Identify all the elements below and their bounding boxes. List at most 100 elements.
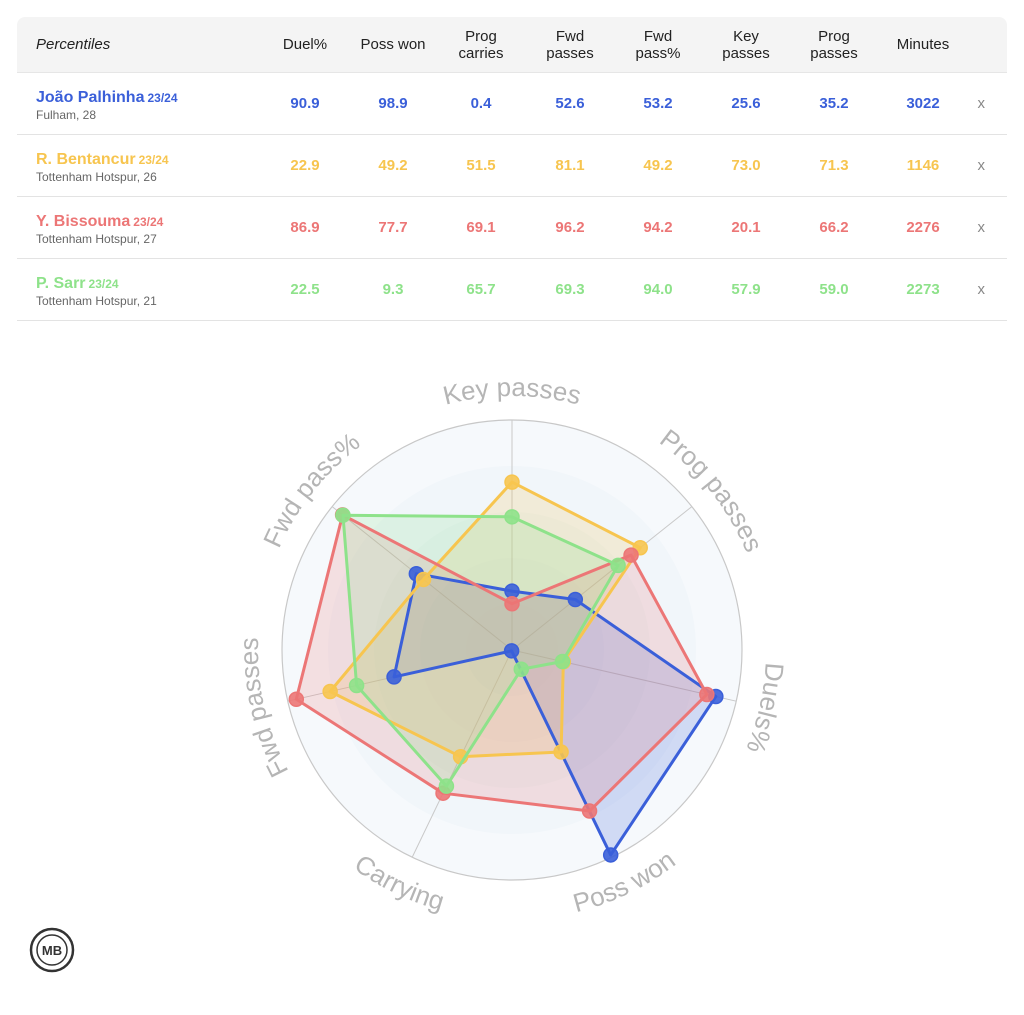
player-name[interactable]: P. Sarr (36, 275, 86, 292)
player-season: 23/24 (88, 277, 119, 291)
table-row: P. Sarr 23/24 Tottenham Hotspur, 21 22.5 9.3… (17, 259, 1007, 321)
data-point (503, 643, 520, 659)
table-row: Y. Bissouma 23/24 Tottenham Hotspur, 27 86.… (17, 197, 1007, 259)
remove-player-button[interactable]: x (977, 281, 986, 298)
stat-cell: 2273 (906, 281, 940, 298)
player-season: 23/24 (147, 91, 178, 105)
stat-cell: 1146 (906, 157, 940, 174)
stat-cell: 2276 (906, 219, 940, 236)
table-header: Percentiles Duel% Poss won Prog carries Fwd p… (17, 17, 1007, 73)
remove-player-button[interactable]: x (977, 219, 986, 236)
data-point (348, 677, 365, 694)
table-row: R. Bentancur 23/24 Tottenham Hotspur, 26 22… (17, 135, 1007, 197)
column-header[interactable]: Fwd pass% (635, 27, 681, 62)
data-point (386, 669, 402, 685)
player-season: 23/24 (138, 153, 169, 167)
column-header[interactable]: Prog carries (458, 27, 504, 62)
percentiles-header: Percentiles (36, 36, 111, 53)
data-point (438, 778, 455, 794)
stat-cell: 98.9 (378, 95, 408, 112)
stat-cell: 65.7 (466, 281, 496, 298)
stat-cell: 59.0 (819, 281, 849, 298)
column-header[interactable]: Poss won (360, 36, 426, 53)
column-header[interactable]: Duel% (282, 36, 328, 53)
stat-cell: 3022 (906, 95, 940, 112)
stat-cell: 53.2 (643, 95, 673, 112)
data-point (504, 474, 520, 490)
data-point (513, 661, 530, 678)
stat-cell: 69.3 (555, 281, 585, 298)
stat-cell: 49.2 (643, 157, 673, 174)
stat-cell: 57.9 (731, 281, 761, 298)
series-area (394, 573, 716, 855)
brand-logo: MB (29, 927, 75, 973)
axis-label: Duels% (740, 662, 789, 758)
column-header[interactable]: Key passes (722, 27, 770, 62)
stat-cell: 96.2 (555, 219, 585, 236)
stat-cell: 52.6 (555, 95, 585, 112)
data-point (623, 547, 639, 563)
column-header[interactable]: Prog passes (810, 27, 858, 62)
player-name[interactable]: João Palhinha (36, 89, 145, 106)
data-point (610, 557, 626, 574)
player-info: P. Sarr 23/24 Tottenham Hotspur, 21 (36, 275, 157, 308)
series-line (294, 513, 709, 813)
series-area (342, 515, 619, 787)
data-point (415, 571, 432, 588)
stat-cell: 49.2 (378, 157, 408, 174)
data-point (288, 691, 305, 707)
player-club: Tottenham Hotspur, 27 (36, 232, 157, 246)
data-point (554, 653, 571, 670)
stat-cell: 25.6 (731, 95, 761, 112)
data-point (581, 803, 598, 819)
radar-chart: Key passes Prog passes Duels% Poss won Carry… (0, 360, 1024, 940)
stat-cell: 81.1 (555, 157, 585, 174)
player-season: 23/24 (133, 215, 164, 229)
axis-label: Key passes (440, 372, 584, 411)
radar-spoke (511, 649, 737, 702)
data-point (504, 509, 520, 525)
player-club: Tottenham Hotspur, 21 (36, 294, 157, 308)
data-point (553, 744, 569, 760)
data-point (602, 847, 619, 863)
stat-cell: 0.4 (470, 95, 492, 112)
column-header[interactable]: Minutes (896, 36, 950, 53)
player-club: Fulham, 28 (36, 108, 97, 122)
stat-cell: 69.1 (466, 219, 496, 236)
stat-cell: 86.9 (290, 219, 320, 236)
stat-cell: 66.2 (819, 219, 849, 236)
logo-text: MB (42, 943, 62, 958)
radar-spoke (511, 506, 693, 651)
stat-cell: 9.3 (382, 281, 404, 298)
stat-cell: 71.3 (819, 157, 849, 174)
remove-player-button[interactable]: x (977, 95, 986, 112)
stat-cell: 90.9 (290, 95, 320, 112)
series-line (341, 513, 620, 788)
stat-cell: 22.5 (290, 281, 320, 298)
player-info: Y. Bissouma 23/24 Tottenham Hotspur, 27 (36, 213, 163, 246)
data-point (504, 596, 520, 612)
remove-player-button[interactable]: x (977, 157, 986, 174)
series-area (330, 482, 641, 757)
player-name[interactable]: Y. Bissouma (36, 213, 131, 230)
column-header[interactable]: Fwd passes (546, 27, 594, 62)
data-point (322, 683, 338, 700)
data-point (567, 591, 584, 608)
stat-cell: 77.7 (378, 219, 408, 236)
player-name[interactable]: R. Bentancur (36, 151, 136, 168)
table-body: João Palhinha 23/24 Fulham, 28 90.9 98.9 0.4 5… (17, 73, 1007, 321)
percentile-table: Percentiles Duel% Poss won Prog carries Fwd p… (17, 17, 1007, 321)
stat-cell: 94.2 (643, 219, 673, 236)
player-info: João Palhinha 23/24 Fulham, 28 (36, 89, 178, 122)
player-club: Tottenham Hotspur, 26 (36, 170, 157, 184)
stat-cell: 20.1 (731, 219, 761, 236)
stat-cell: 94.0 (643, 281, 673, 298)
stat-cell: 35.2 (819, 95, 849, 112)
data-point (699, 686, 715, 703)
stat-cell: 22.9 (290, 157, 320, 174)
player-info: R. Bentancur 23/24 Tottenham Hotspur, 26 (36, 151, 169, 184)
stat-cell: 73.0 (731, 157, 761, 174)
series-line (328, 480, 642, 759)
stat-cell: 51.5 (466, 157, 496, 174)
